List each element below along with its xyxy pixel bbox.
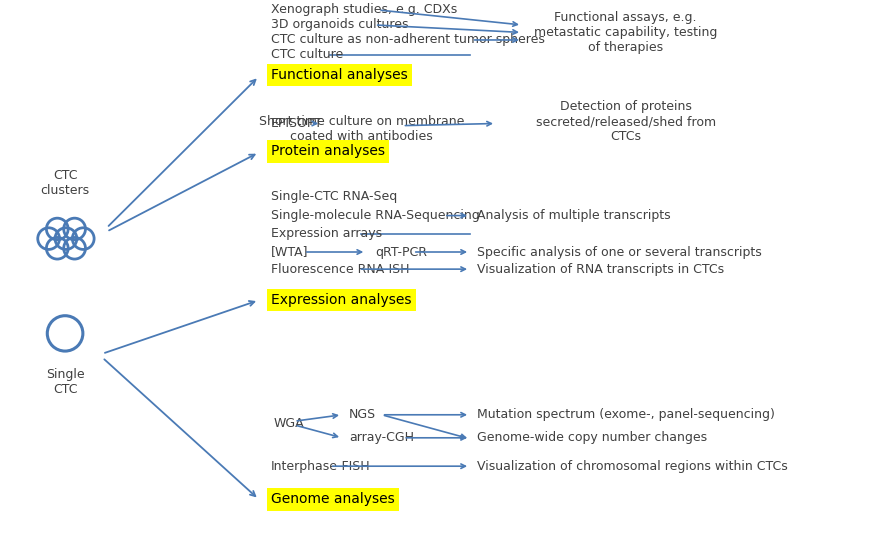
Text: Xenograph studies, e.g. CDXs: Xenograph studies, e.g. CDXs <box>271 3 458 16</box>
Text: CTC
clusters: CTC clusters <box>40 169 89 197</box>
Text: Expression arrays: Expression arrays <box>271 227 382 240</box>
Text: Interphase-FISH: Interphase-FISH <box>271 459 371 473</box>
Text: CTC culture: CTC culture <box>271 49 343 62</box>
Text: EPISOPT: EPISOPT <box>271 117 323 130</box>
Text: Visualization of RNA transcripts in CTCs: Visualization of RNA transcripts in CTCs <box>477 263 724 276</box>
Text: Fluorescence RNA-ISH: Fluorescence RNA-ISH <box>271 263 410 276</box>
Text: Functional assays, e.g.
metastatic capability, testing
of therapies: Functional assays, e.g. metastatic capab… <box>534 11 718 54</box>
Text: Single-CTC RNA-Seq: Single-CTC RNA-Seq <box>271 190 397 203</box>
Text: WGA: WGA <box>274 417 304 430</box>
Text: CTC culture as non-adherent tumor spheres: CTC culture as non-adherent tumor sphere… <box>271 33 545 46</box>
Text: Genome-wide copy number changes: Genome-wide copy number changes <box>477 431 707 444</box>
Text: Mutation spectrum (exome-, panel-sequencing): Mutation spectrum (exome-, panel-sequenc… <box>477 408 774 421</box>
Text: NGS: NGS <box>349 408 376 421</box>
Text: Specific analysis of one or several transcripts: Specific analysis of one or several tran… <box>477 245 761 258</box>
Text: Single-molecule RNA-Sequencing: Single-molecule RNA-Sequencing <box>271 209 480 222</box>
Text: Detection of proteins
secreted/released/shed from
CTCs: Detection of proteins secreted/released/… <box>536 100 716 143</box>
Text: Single
CTC: Single CTC <box>46 367 84 396</box>
Text: Functional analyses: Functional analyses <box>271 68 408 82</box>
Text: Genome analyses: Genome analyses <box>271 492 395 506</box>
Text: Analysis of multiple transcripts: Analysis of multiple transcripts <box>477 209 670 222</box>
Text: 3D organoids cultures: 3D organoids cultures <box>271 19 409 32</box>
Text: Expression analyses: Expression analyses <box>271 293 411 307</box>
Text: [WTA]: [WTA] <box>271 245 309 258</box>
Text: array-CGH: array-CGH <box>349 431 414 444</box>
Text: Visualization of chromosomal regions within CTCs: Visualization of chromosomal regions wit… <box>477 459 788 473</box>
Text: Protein analyses: Protein analyses <box>271 144 385 159</box>
Text: qRT-PCR: qRT-PCR <box>374 245 427 258</box>
Text: Short time culture on membrane
coated with antibodies: Short time culture on membrane coated wi… <box>259 115 465 143</box>
